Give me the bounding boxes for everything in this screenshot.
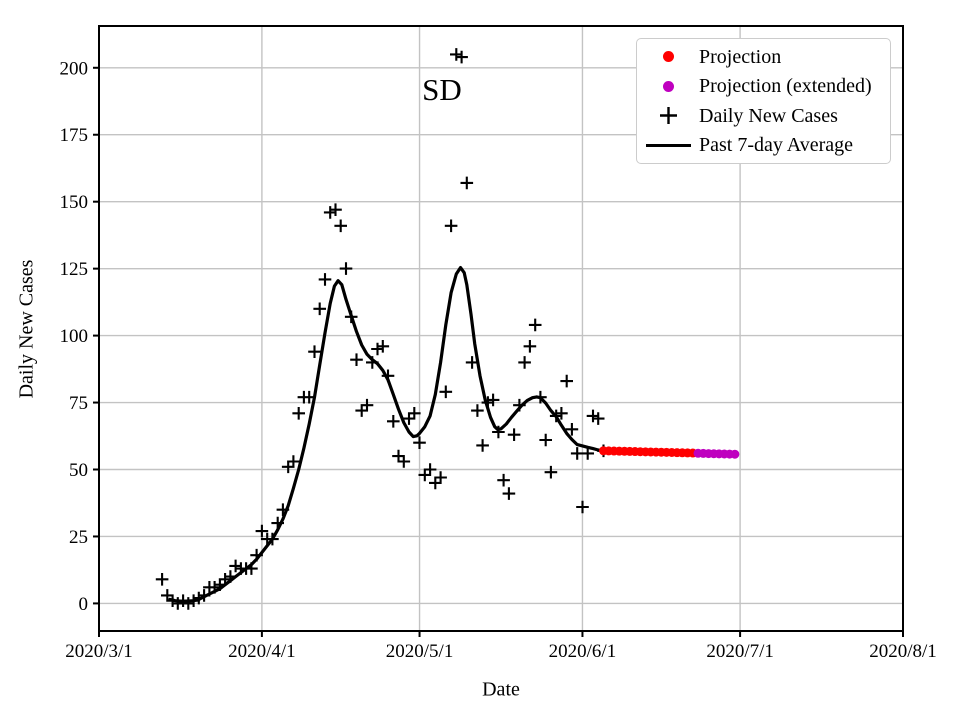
x-tick-label: 2020/8/1	[869, 641, 937, 662]
legend-item-projection: Projection	[637, 42, 890, 72]
y-tick-label: 125	[60, 259, 89, 280]
plot-border	[98, 25, 904, 632]
projection-extended-dot-icon	[637, 80, 699, 92]
y-axis-label: Daily New Cases	[15, 259, 38, 398]
x-tick-label: 2020/5/1	[386, 641, 454, 662]
legend-label: Projection	[699, 45, 782, 68]
line-sample-icon	[637, 143, 699, 147]
y-tick-label: 150	[60, 192, 89, 213]
legend-label: Daily New Cases	[699, 104, 838, 127]
y-tick-label: 50	[69, 460, 88, 481]
x-tick-label: 2020/4/1	[228, 641, 296, 662]
projection-extended-dot	[730, 449, 740, 459]
projection-dot-icon	[637, 51, 699, 63]
legend: Projection Projection (extended) Daily N…	[636, 38, 891, 164]
y-tick-label: 75	[69, 393, 88, 414]
legend-label: Past 7-day Average	[699, 134, 854, 157]
x-axis-label: Date	[482, 678, 520, 701]
x-tick-label: 2020/3/1	[65, 641, 133, 662]
x-tick-label: 2020/6/1	[549, 641, 617, 662]
daily-new-cases-markers	[155, 48, 610, 610]
plus-marker-icon	[637, 106, 699, 125]
y-tick-label: 100	[60, 326, 89, 347]
x-tick-label: 2020/7/1	[706, 641, 774, 662]
y-tick-label: 25	[69, 527, 88, 548]
legend-item-daily-new-cases: Daily New Cases	[637, 101, 890, 131]
y-tick-label: 175	[60, 125, 89, 146]
legend-item-past-7day-average: Past 7-day Average	[637, 131, 890, 161]
y-tick-label: 0	[79, 594, 89, 615]
chart-title: SD	[422, 72, 462, 107]
legend-item-projection-extended: Projection (extended)	[637, 72, 890, 102]
legend-label: Projection (extended)	[699, 75, 872, 98]
y-tick-label: 200	[60, 58, 89, 79]
past-7day-average-line	[168, 266, 606, 603]
